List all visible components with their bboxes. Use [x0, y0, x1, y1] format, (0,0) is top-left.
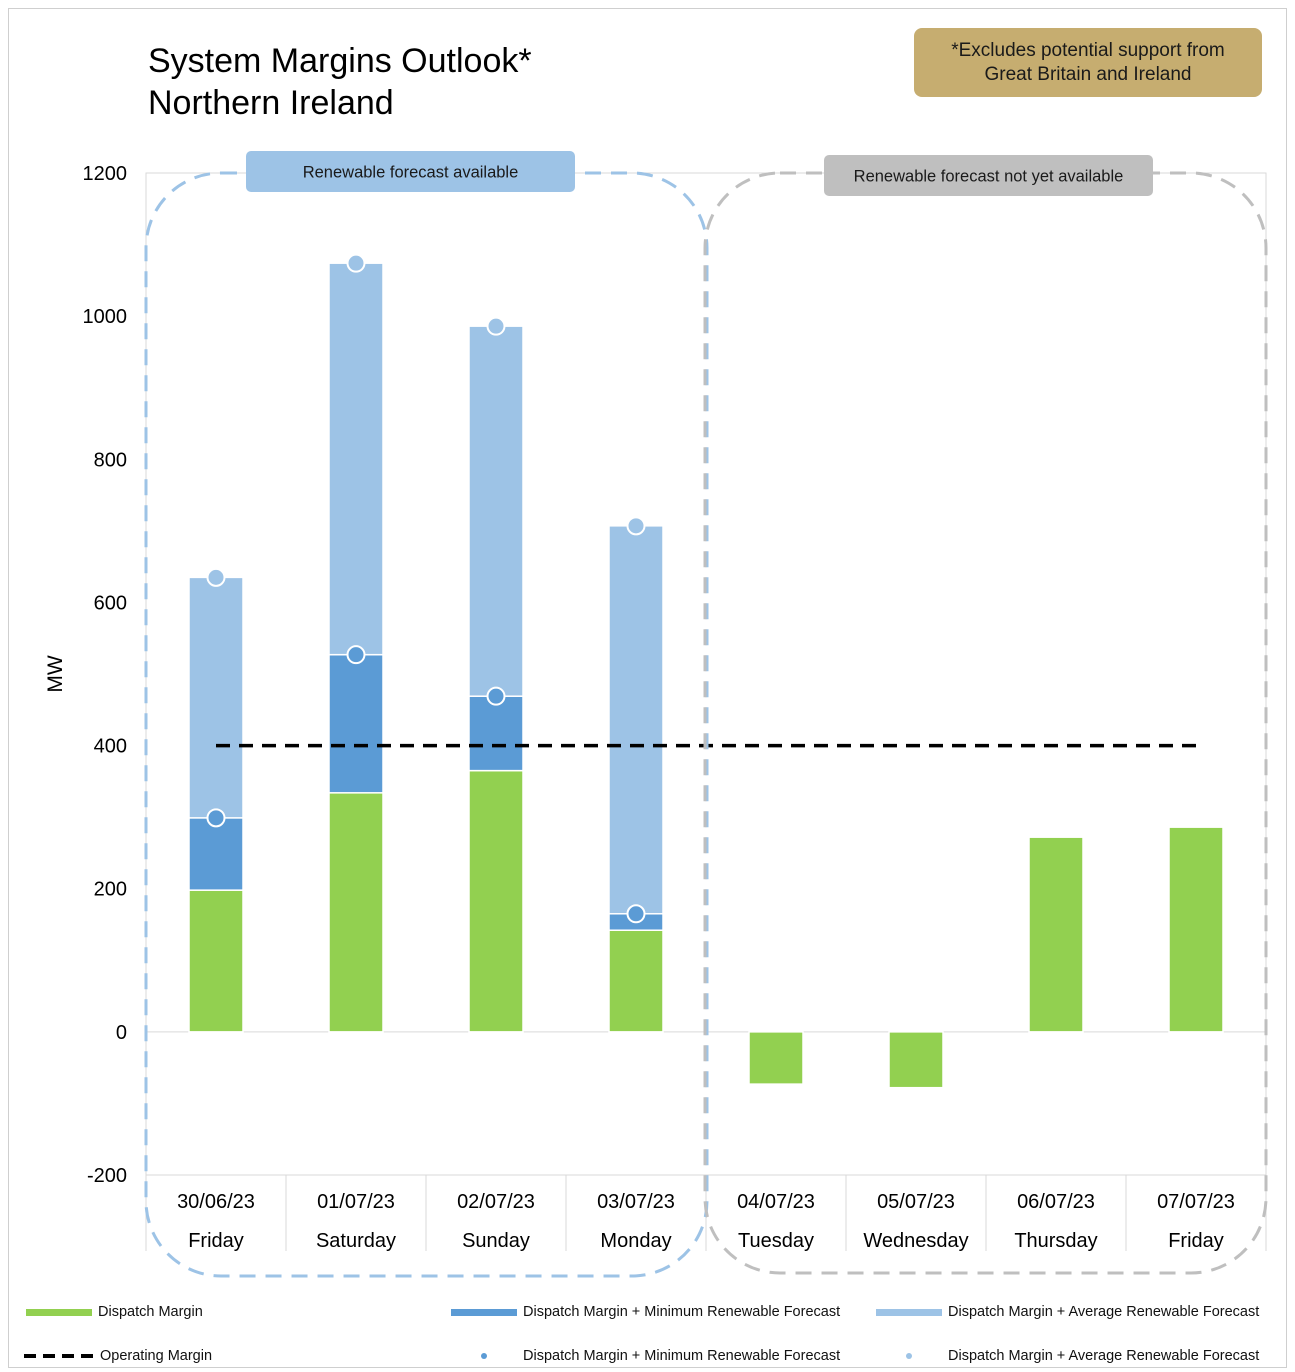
x-tick-date: 05/07/23 — [877, 1191, 955, 1213]
x-tick-date: 06/07/23 — [1017, 1191, 1095, 1213]
x-tick-date: 07/07/23 — [1157, 1191, 1235, 1213]
x-tick-date: 01/07/23 — [317, 1191, 395, 1213]
bar-dispatch-margin — [328, 792, 384, 1033]
bar-dispatch-margin — [748, 1031, 804, 1085]
chart-title: System Margins Outlook* Northern Ireland — [148, 40, 532, 124]
title-line-1: System Margins Outlook* — [148, 42, 532, 80]
x-tick-day: Monday — [600, 1230, 671, 1252]
y-tick-label: 400 — [94, 736, 127, 758]
region-available-outline — [144, 171, 709, 1278]
x-tick-date: 03/07/23 — [597, 1191, 675, 1213]
title-line-2: Northern Ireland — [148, 84, 394, 122]
note-line-1: *Excludes potential support from — [951, 39, 1225, 61]
region-unavailable-badge — [824, 155, 1153, 196]
bar-dispatch-margin — [1028, 836, 1084, 1033]
x-tick-day: Thursday — [1014, 1230, 1097, 1252]
bar-minimum-renewable — [328, 653, 384, 794]
x-tick-date: 04/07/23 — [737, 1191, 815, 1213]
bar-average-renewable — [468, 325, 524, 697]
marker-average — [486, 316, 506, 336]
y-tick-label: 800 — [94, 449, 127, 471]
region-unavailable-outline — [703, 171, 1268, 1275]
y-tick-label: -200 — [87, 1165, 127, 1187]
x-tick-day: Sunday — [462, 1230, 530, 1252]
bar-average-renewable — [608, 525, 664, 915]
y-tick-label: 0 — [116, 1022, 127, 1044]
marker-average — [346, 253, 366, 273]
chart-frame — [8, 8, 1287, 1368]
x-tick-day: Tuesday — [738, 1230, 814, 1252]
bar-minimum-renewable — [468, 695, 524, 772]
note-line-2: Great Britain and Ireland — [984, 63, 1192, 85]
y-axis-label: MW — [44, 655, 67, 692]
marker-minimum — [486, 686, 506, 706]
y-tick-label: 600 — [94, 592, 127, 614]
bar-average-renewable — [328, 262, 384, 656]
marker-average — [626, 516, 646, 536]
bar-average-renewable — [188, 576, 244, 819]
bar-dispatch-margin — [188, 889, 244, 1033]
x-tick-day: Friday — [188, 1230, 244, 1252]
x-tick-day: Saturday — [316, 1230, 396, 1252]
region-unavailable-label: Renewable forecast not yet available — [854, 168, 1124, 186]
bar-dispatch-margin — [888, 1031, 944, 1089]
bar-dispatch-margin — [1168, 826, 1224, 1033]
region-available-badge — [246, 151, 575, 192]
marker-minimum — [346, 645, 366, 665]
y-tick-label: 1000 — [83, 306, 128, 328]
region-available-label: Renewable forecast available — [303, 164, 519, 182]
y-tick-label: 200 — [94, 879, 127, 901]
x-tick-date: 30/06/23 — [177, 1191, 255, 1213]
y-tick-label: 1200 — [83, 163, 128, 185]
x-tick-day: Friday — [1168, 1230, 1224, 1252]
bar-minimum-renewable — [188, 817, 244, 891]
marker-minimum — [626, 904, 646, 924]
bar-dispatch-margin — [608, 929, 664, 1033]
note-box: *Excludes potential support from Great B… — [914, 28, 1262, 97]
marker-average — [206, 567, 226, 587]
marker-minimum — [206, 808, 226, 828]
bar-dispatch-margin — [468, 769, 524, 1033]
x-tick-date: 02/07/23 — [457, 1191, 535, 1213]
x-tick-day: Wednesday — [863, 1230, 968, 1252]
